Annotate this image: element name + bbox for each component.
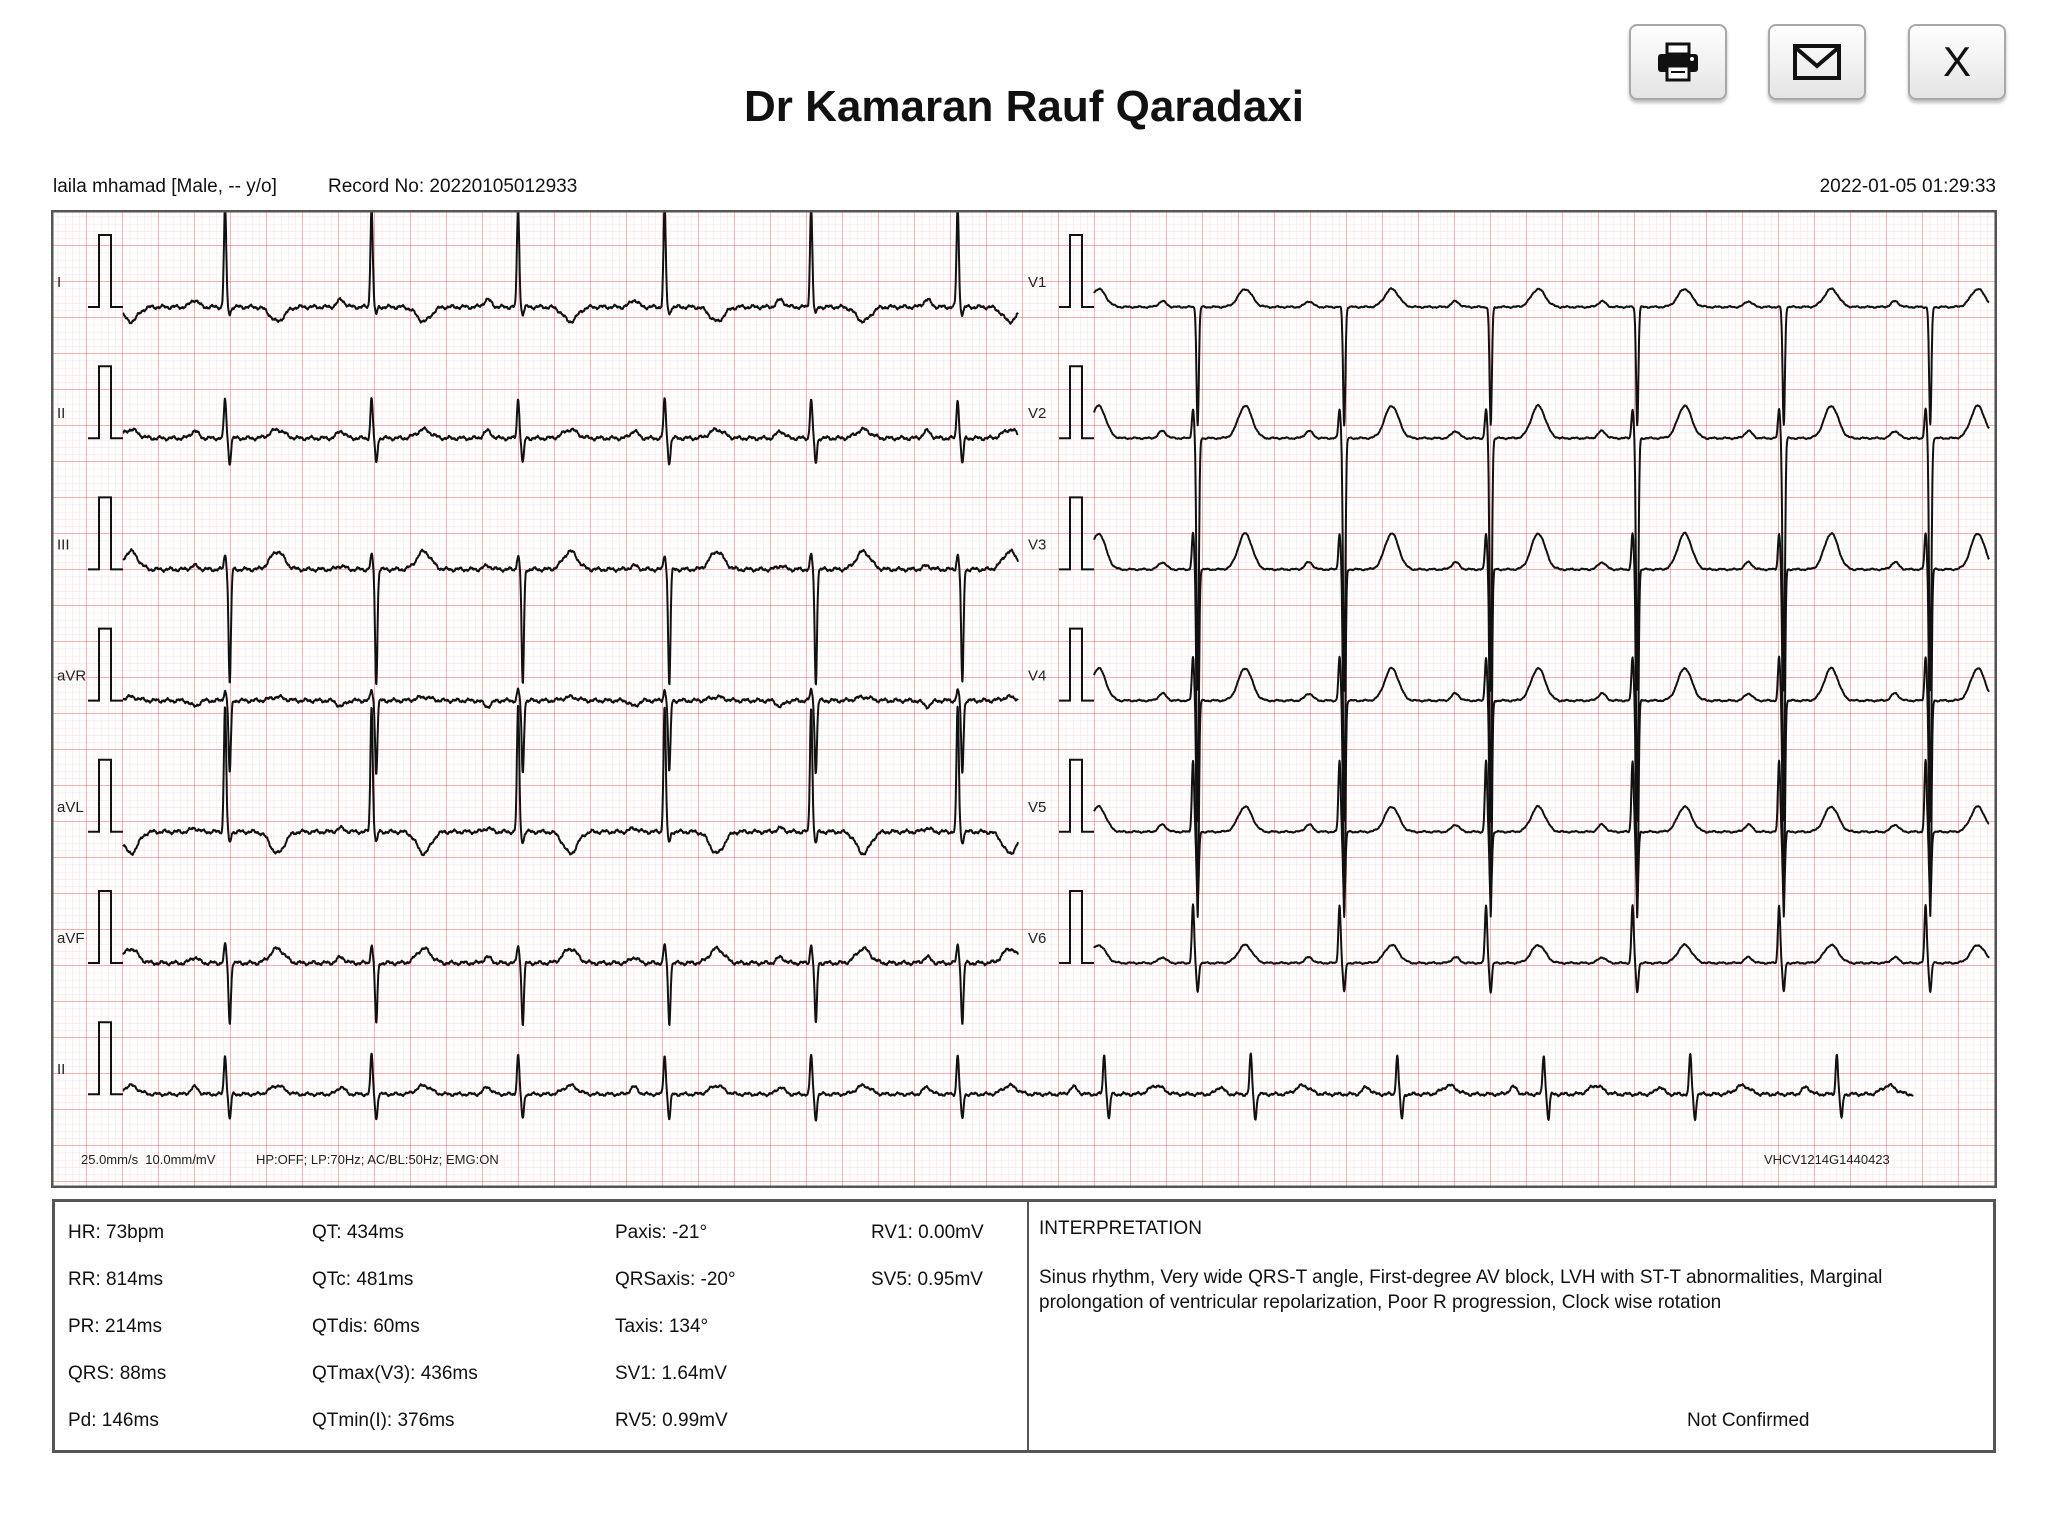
ecg-trace-avf [122, 942, 1019, 1026]
ecg-grid [52, 211, 1996, 1187]
email-button[interactable] [1768, 24, 1866, 100]
calibration-pulse [88, 234, 123, 308]
measurement-value: RV1: 0.00mV [871, 1222, 984, 1243]
measurements-panel: HR: 73bpm QT: 434ms Paxis: -21° RV1: 0.00mV… [52, 1199, 1996, 1453]
measurement-value: Pd: 146ms [68, 1410, 159, 1431]
calibration-pulse [88, 758, 123, 833]
record-datetime: 2022-01-05 01:29:33 [1819, 176, 1996, 197]
record-number: Record No: 20220105012933 [328, 176, 578, 197]
patient-info: laila mhamad [Male, -- y/o] [53, 176, 277, 197]
lead-label: aVL [57, 799, 84, 816]
print-button[interactable] [1629, 24, 1727, 100]
ecg-trace-v3 [1093, 531, 1990, 823]
close-button[interactable]: X [1908, 24, 2006, 100]
confirmation-status: Not Confirmed [1687, 1410, 1810, 1431]
interpretation-title: INTERPRETATION [1039, 1218, 1202, 1239]
speed-gain-label: 25.0mm/s 10.0mm/mV [81, 1152, 216, 1167]
calibration-pulse [88, 496, 123, 571]
measurement-value: QTdis: 60ms [312, 1316, 420, 1337]
panel-divider [1027, 1202, 1029, 1450]
lead-label: II [57, 405, 65, 422]
ecg-trace-v6 [1093, 903, 1990, 994]
ecg-trace-v4 [1093, 655, 1990, 919]
calibration-pulse [1059, 758, 1094, 833]
envelope-icon [1793, 44, 1841, 80]
page-title: Dr Kamaran Rauf Qaradaxi [744, 82, 1304, 131]
calibration-pulse [88, 1021, 123, 1096]
printer-icon [1658, 42, 1698, 82]
filter-settings-label: HP:OFF; LP:70Hz; AC/BL:50Hz; EMG:ON [256, 1152, 499, 1167]
calibration-pulse [1059, 234, 1094, 308]
measurement-value: RV5: 0.99mV [615, 1410, 728, 1431]
calibration-pulse [1059, 890, 1094, 964]
ecg-trace-ii [122, 1052, 1914, 1122]
calibration-pulse [88, 890, 123, 964]
calibration-pulse [88, 627, 123, 702]
measurement-value: QTmax(V3): 436ms [312, 1363, 478, 1384]
ecg-trace-v5 [1093, 758, 1990, 902]
measurement-value: SV5: 0.95mV [871, 1269, 983, 1290]
measurement-value: Paxis: -21° [615, 1222, 708, 1243]
device-id-label: VHCV1214G1440423 [1764, 1152, 1890, 1167]
ecg-trace-avl [122, 704, 1019, 857]
measurement-value: QRSaxis: -20° [615, 1269, 736, 1290]
ecg-trace-i [122, 212, 1019, 325]
calibration-pulse [88, 365, 123, 440]
measurement-value: PR: 214ms [68, 1316, 162, 1337]
lead-label: aVF [57, 930, 85, 947]
lead-label: V3 [1028, 536, 1046, 553]
ecg-trace-avr [122, 687, 1019, 775]
ecg-trace-v1 [1093, 287, 1990, 427]
ecg-trace-ii [122, 397, 1019, 466]
ecg-trace-v2 [1093, 403, 1990, 692]
measurement-value: QTmin(I): 376ms [312, 1410, 455, 1431]
lead-label: I [57, 274, 61, 291]
lead-label: V5 [1028, 799, 1046, 816]
lead-label: V6 [1028, 930, 1046, 947]
measurement-value: QTc: 481ms [312, 1269, 414, 1290]
lead-label: V2 [1028, 405, 1046, 422]
calibration-pulse [1059, 365, 1094, 440]
interpretation-text: Sinus rhythm, Very wide QRS-T angle, Fir… [1039, 1267, 1883, 1313]
lead-label: III [57, 536, 70, 553]
measurement-value: SV1: 1.64mV [615, 1363, 727, 1384]
lead-label: V1 [1028, 274, 1046, 291]
lead-label: aVR [57, 668, 86, 685]
calibration-pulse [1059, 627, 1094, 702]
close-icon: X [1942, 38, 1971, 85]
measurement-value: Taxis: 134° [615, 1316, 709, 1337]
measurement-value: HR: 73bpm [68, 1222, 165, 1243]
measurement-value: RR: 814ms [68, 1269, 164, 1290]
measurement-value: QT: 434ms [312, 1222, 404, 1243]
lead-label: V4 [1028, 668, 1046, 685]
ecg-trace-iii [122, 548, 1019, 686]
lead-label: II [57, 1061, 65, 1078]
measurement-value: QRS: 88ms [68, 1363, 167, 1384]
calibration-pulse [1059, 496, 1094, 571]
